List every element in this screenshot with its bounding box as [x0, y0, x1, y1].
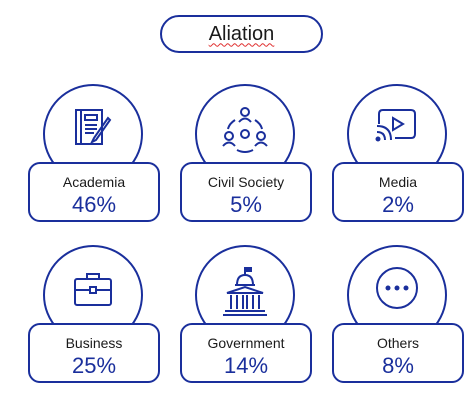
- category-value: 2%: [382, 192, 414, 217]
- category-value: 8%: [382, 353, 414, 378]
- category-label: Others: [376, 335, 419, 351]
- category-card-media: Media 2%: [332, 84, 464, 234]
- notebook-pen-icon: [75, 109, 112, 145]
- category-box: Civil Society 5%: [180, 162, 312, 222]
- capitol-building-icon: [223, 267, 267, 316]
- category-label: Academia: [62, 174, 126, 190]
- category-label: Media: [378, 174, 418, 190]
- chart-title: Aliation: [208, 22, 275, 45]
- category-box: Media 2%: [332, 162, 464, 222]
- category-card-others: Others 8%: [332, 245, 464, 395]
- category-label: Government: [207, 335, 285, 351]
- briefcase-icon: [74, 273, 112, 306]
- category-label: Business: [65, 335, 123, 351]
- category-box: Business 25%: [28, 323, 160, 383]
- category-card-academia: Academia 46%: [28, 84, 160, 234]
- category-value: 46%: [71, 192, 117, 217]
- category-value: 14%: [223, 353, 269, 378]
- category-value: 5%: [230, 192, 262, 217]
- category-box: Government 14%: [180, 323, 312, 383]
- category-label: Civil Society: [207, 174, 285, 190]
- category-value: 25%: [71, 353, 117, 378]
- category-card-civil-society: Civil Society 5%: [180, 84, 312, 234]
- video-cast-icon: [375, 109, 416, 142]
- category-box: Others 8%: [332, 323, 464, 383]
- title-pill: Aliation: [160, 15, 323, 53]
- category-card-government: Government 14%: [180, 245, 312, 395]
- category-box: Academia 46%: [28, 162, 160, 222]
- category-card-business: Business 25%: [28, 245, 160, 395]
- people-network-icon: [222, 107, 268, 153]
- more-dots-icon: [376, 267, 418, 309]
